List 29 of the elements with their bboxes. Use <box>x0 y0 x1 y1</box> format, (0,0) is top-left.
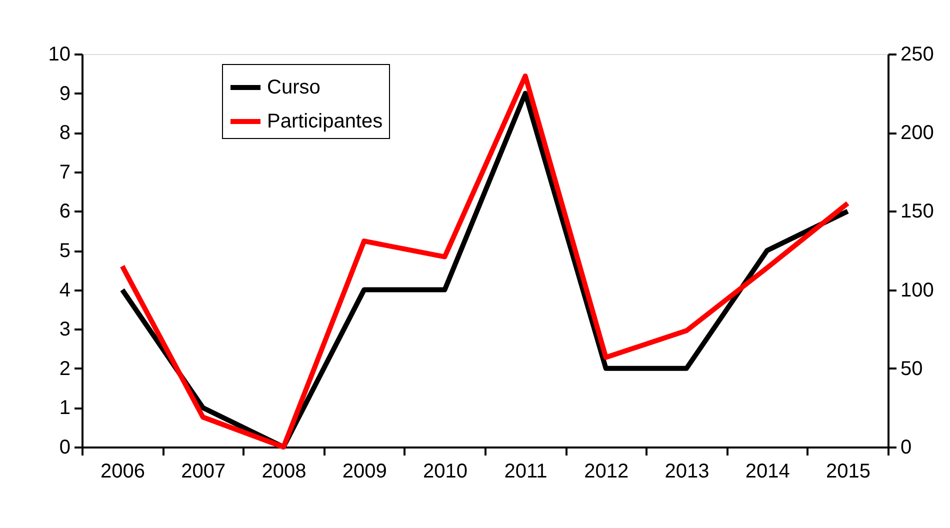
x-tick-label: 2009 <box>342 460 387 482</box>
x-tick-label: 2008 <box>262 460 306 482</box>
x-tick-label: 2006 <box>100 460 146 482</box>
x-tick-label: 2011 <box>504 460 548 482</box>
y2-tick-label: 150 <box>900 200 934 223</box>
y-tick-label: 6 <box>59 200 70 223</box>
y-tick-label: 5 <box>59 240 70 262</box>
x-tick-label: 2015 <box>826 460 870 482</box>
x-tick-label: 2014 <box>745 460 790 482</box>
y2-tick-label: 250 <box>900 44 934 66</box>
x-tick-label: 2012 <box>584 460 629 482</box>
x-tick-label: 2007 <box>181 460 226 482</box>
y-tick-label: 9 <box>59 82 70 105</box>
y-tick-label: 8 <box>59 122 70 144</box>
y-tick-label: 1 <box>59 397 70 420</box>
y-tick-label: 10 <box>48 44 70 66</box>
y-tick-label: 2 <box>59 358 70 380</box>
x-tick-label: 2013 <box>664 460 710 482</box>
x-tick-label: 2010 <box>422 460 468 482</box>
legend-label: Participantes <box>267 110 383 132</box>
y-tick-label: 3 <box>59 318 70 341</box>
y2-tick-label: 0 <box>900 436 912 458</box>
y2-tick-label: 100 <box>900 279 934 302</box>
y2-tick-label: 200 <box>900 122 934 144</box>
y-tick-label: 7 <box>59 161 70 184</box>
y-tick-label: 0 <box>59 436 70 458</box>
legend-label: Curso <box>267 76 320 98</box>
y-tick-label: 4 <box>59 279 70 302</box>
y2-tick-label: 50 <box>900 358 923 380</box>
